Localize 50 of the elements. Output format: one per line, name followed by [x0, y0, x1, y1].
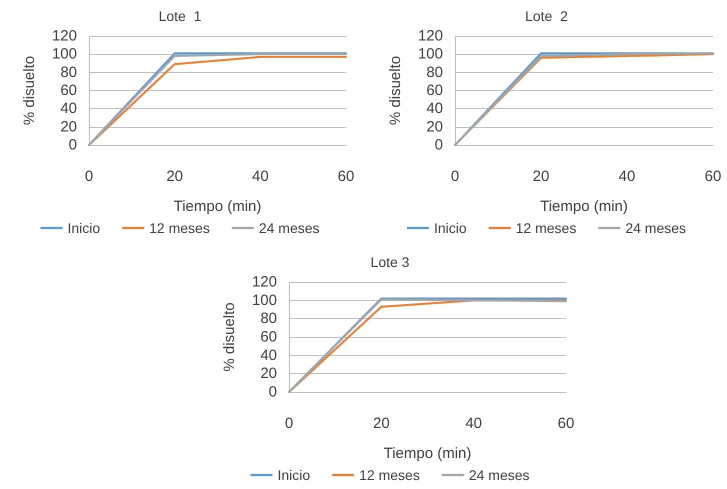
- y-tick-label: 100: [418, 46, 443, 63]
- y-tick-label: 100: [252, 292, 277, 309]
- x-tick-label: 40: [465, 415, 482, 432]
- x-tick-label: 60: [558, 415, 574, 432]
- x-tick-label: 60: [704, 168, 722, 185]
- x-tick-label: 40: [618, 168, 636, 185]
- legend-label: Inicio: [434, 220, 467, 236]
- legend-label: 12 meses: [359, 467, 420, 483]
- chart-title: Lote 2: [525, 8, 568, 24]
- y-tick-label: 0: [68, 136, 77, 154]
- y-tick-label: 20: [426, 118, 443, 136]
- y-tick-label: 80: [260, 310, 277, 328]
- y-tick-label: 120: [418, 28, 443, 44]
- legend-label: Inicio: [67, 220, 100, 236]
- y-tick-label: 40: [60, 100, 77, 118]
- y-axis-title: % disuelto: [387, 56, 404, 126]
- x-tick-label: 20: [166, 168, 184, 185]
- x-axis-title: Tiempo (min): [540, 198, 628, 215]
- x-tick-label: 0: [450, 168, 460, 185]
- legend-label: 24 meses: [258, 220, 320, 236]
- y-tick-label: 40: [426, 100, 443, 118]
- x-axis-title: Tiempo (min): [384, 445, 472, 462]
- x-tick-label: 0: [284, 415, 294, 432]
- y-tick-label: 0: [268, 384, 277, 400]
- x-tick-label: 20: [532, 168, 550, 185]
- legend-label: 12 meses: [149, 220, 210, 236]
- x-axis-title: Tiempo (min): [174, 198, 262, 215]
- x-tick-label: 60: [338, 168, 354, 185]
- y-tick-label: 60: [260, 328, 277, 346]
- y-tick-label: 100: [52, 46, 77, 63]
- chart-title: Lote 1: [158, 8, 202, 24]
- legend-label: 24 meses: [625, 220, 686, 236]
- y-tick-label: 60: [426, 82, 443, 99]
- chart-title: Lote 3: [370, 254, 410, 270]
- legend-label: Inicio: [277, 467, 310, 483]
- legend-label: 12 meses: [516, 220, 576, 236]
- legend-label: 24 meses: [468, 467, 530, 483]
- y-tick-label: 60: [60, 82, 77, 99]
- y-tick-label: 80: [426, 64, 443, 81]
- y-tick-label: 0: [434, 136, 443, 154]
- y-tick-label: 20: [60, 118, 77, 136]
- y-tick-label: 120: [52, 28, 77, 44]
- y-tick-label: 20: [260, 365, 277, 382]
- y-tick-label: 40: [260, 346, 277, 364]
- x-tick-label: 0: [84, 168, 94, 185]
- y-tick-label: 80: [60, 64, 77, 81]
- x-tick-label: 20: [372, 415, 390, 432]
- y-axis-title: % disuelto: [21, 56, 38, 126]
- y-tick-label: 120: [252, 274, 277, 290]
- y-axis-title: % disuelto: [221, 302, 238, 372]
